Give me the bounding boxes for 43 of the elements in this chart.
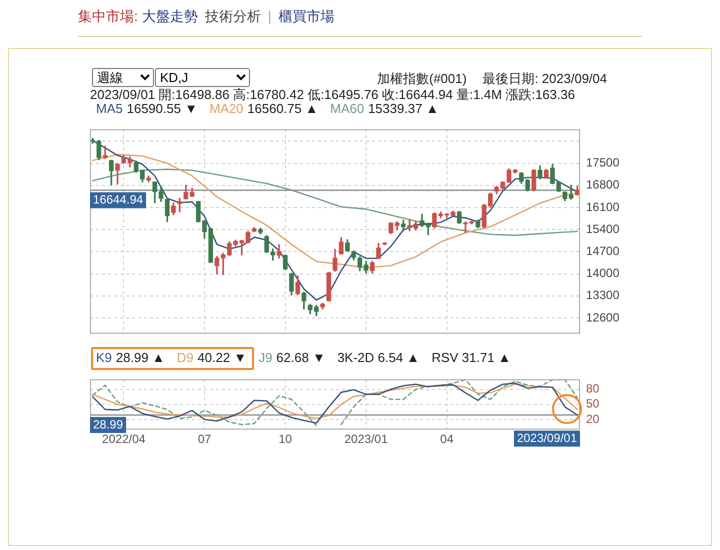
text: RSV 31.71 ▲ — [432, 350, 511, 365]
x-tick-label: 2023/01 — [344, 432, 388, 446]
y-tick-label: 14000 — [586, 266, 620, 280]
y-tick-label: 13300 — [586, 288, 620, 302]
text: D9 — [176, 350, 194, 365]
y-tick-label: 16100 — [586, 200, 620, 214]
text: J9 — [258, 350, 272, 365]
text: 3K-2D 6.54 ▲ — [337, 350, 420, 365]
y-tick-label: 16800 — [586, 178, 620, 192]
text: 16590.55 ▼ — [126, 101, 198, 116]
text: 28.99 ▲ — [116, 350, 165, 365]
y-tick-label: 80 — [586, 382, 600, 396]
x-tick-label: 2022/04 — [102, 432, 146, 446]
x-tick-label: 10 — [278, 432, 292, 446]
text: 最後日期: 2023/09/04 — [482, 71, 607, 86]
dropdown: KD,J — [155, 68, 250, 87]
y-tick-label: 50 — [586, 396, 600, 411]
text: 16560.75 ▲ — [247, 101, 318, 116]
text: MA20 — [209, 101, 244, 116]
text: 技術分析 — [204, 8, 261, 24]
text: 加權指數(#001) — [377, 71, 467, 86]
y-tick-label: 20 — [586, 412, 600, 426]
text: 大盤走勢 — [142, 8, 198, 24]
text: 2023/09/01 開:16498.86 高:16780.42 低:16495.76 收:16644.94 量:1.4M 漲跌:163.36 — [90, 86, 575, 104]
text: 集中市場: — [78, 8, 138, 24]
y-tick-label: 15400 — [586, 222, 620, 236]
y-tick-label: 14700 — [586, 244, 620, 258]
text: 櫃買市場 — [278, 8, 335, 24]
text: K9 — [96, 350, 112, 365]
text: 62.68 ▼ — [276, 350, 326, 365]
dropdown: 週線 — [92, 68, 154, 87]
text: 2023/09/01 — [516, 430, 578, 445]
series-label: MA5 — [96, 101, 123, 116]
x-tick-label: 07 — [198, 432, 212, 446]
text: 40.22 ▼ — [198, 350, 247, 365]
x-tick-label: 04 — [440, 432, 454, 446]
y-tick-label: 17500 — [586, 156, 620, 170]
ref-line-label: 28.99 — [93, 417, 124, 432]
text: MA60 — [330, 101, 364, 116]
text: 15339.37 ▲ — [368, 101, 439, 116]
text: | — [268, 8, 272, 24]
ref-line-label: 16644.94 — [93, 192, 144, 207]
y-tick-label: 12600 — [586, 310, 620, 324]
